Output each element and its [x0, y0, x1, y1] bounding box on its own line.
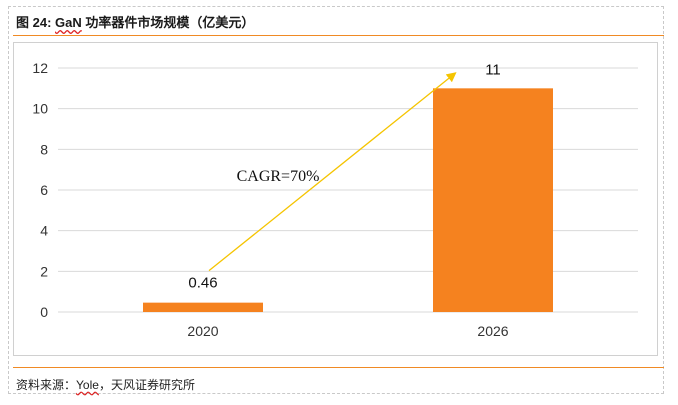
source-brand: Yole: [76, 378, 99, 392]
cagr-arrow: [208, 72, 457, 272]
chart-area: [13, 42, 658, 356]
title-divider: [13, 35, 664, 36]
y-tick-label: 10: [32, 101, 48, 117]
y-tick-label: 6: [40, 182, 48, 198]
x-tick-label: 2026: [477, 323, 508, 339]
source-text: ，天风证券研究所: [98, 378, 195, 392]
title-brand: GaN: [55, 15, 82, 30]
x-tick-label: 2020: [187, 323, 218, 339]
y-tick-label: 8: [40, 141, 48, 157]
y-tick-label: 4: [40, 223, 48, 239]
footer-divider: [13, 367, 664, 368]
data-label: 11: [485, 61, 501, 78]
bar: [433, 88, 553, 312]
cagr-annotation: CAGR=70%: [237, 168, 320, 185]
title-text: 功率器件市场规模（亿美元）: [81, 15, 255, 30]
y-tick-label: 0: [40, 304, 48, 320]
figure-title: 图 24: GaN 功率器件市场规模（亿美元）: [16, 12, 254, 31]
bar: [143, 302, 263, 312]
figure-label: 图 24:: [16, 15, 52, 30]
data-label: 0.46: [188, 275, 217, 292]
y-tick-label: 2: [40, 263, 48, 279]
y-tick-label: 12: [32, 60, 48, 76]
source-prefix: 资料来源：: [16, 378, 77, 392]
source-note: 资料来源：Yole，天风证券研究所: [16, 376, 195, 393]
figure-frame: [8, 6, 664, 394]
